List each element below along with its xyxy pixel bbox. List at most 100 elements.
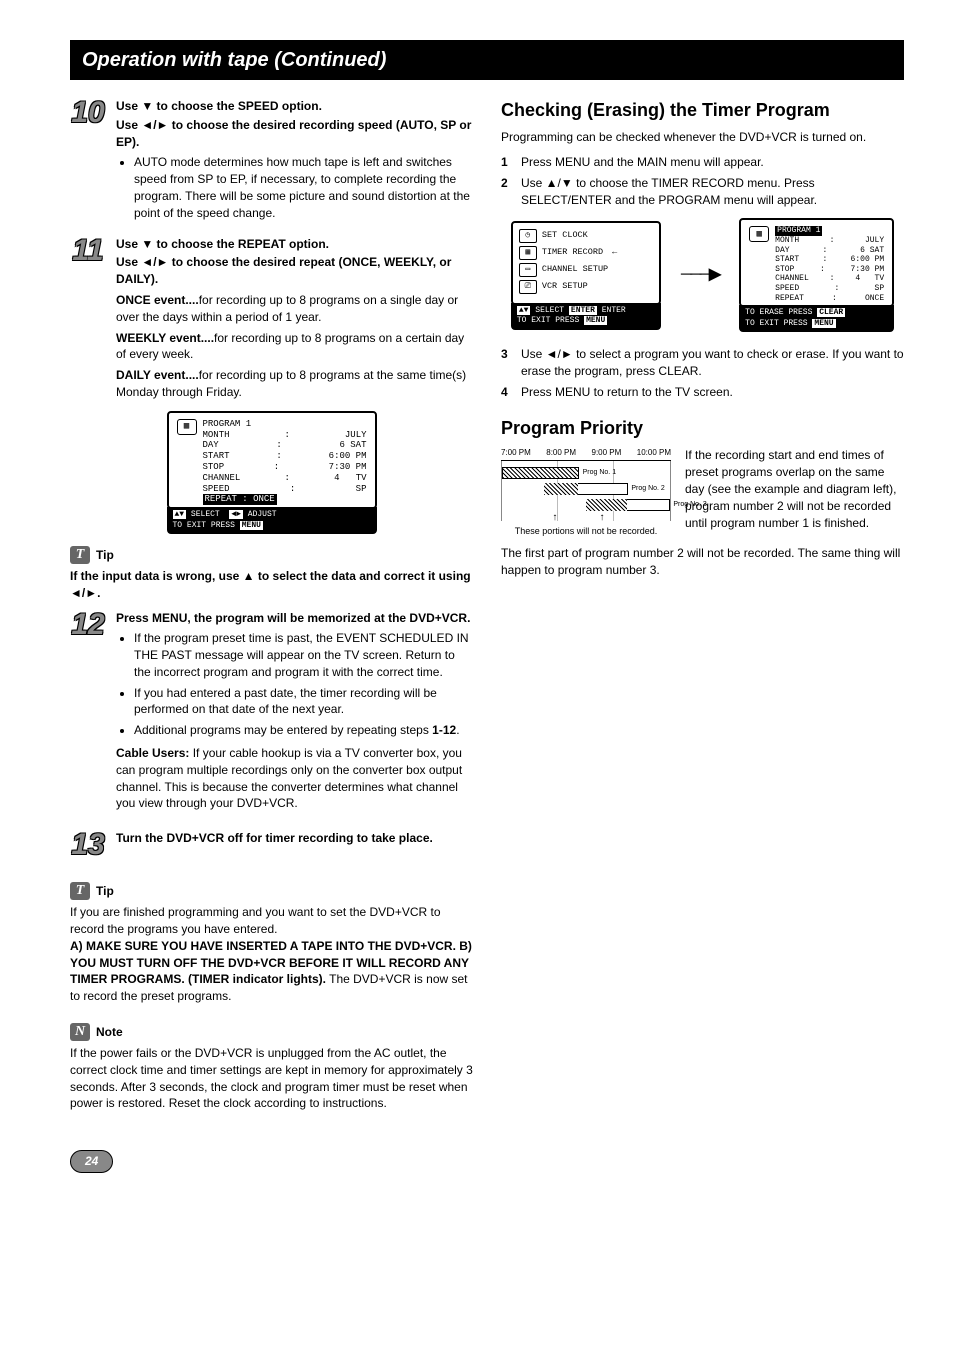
menu-item: ▭CHANNEL SETUP	[519, 263, 653, 277]
osd-pair: ◷SET CLOCK ▦TIMER RECORD← ▭CHANNEL SETUP…	[501, 218, 904, 332]
daily-event: DAILY event....for recording up to 8 pro…	[116, 367, 473, 401]
content-columns: 10 Use ▼ to choose the SPEED option. Use…	[70, 98, 904, 1173]
osd-row: CHANNEL:4 TV	[203, 473, 367, 484]
menu-item: ⎚VCR SETUP	[519, 280, 653, 294]
osd-footer: ▲▼ SELECT ◄► ADJUST TO EXIT PRESS MENU	[167, 507, 377, 534]
prog-bar-2	[544, 483, 628, 495]
step-heading: Use ▼ to choose the SPEED option.	[116, 98, 473, 115]
numbered-list: 3Use ◄/► to select a program you want to…	[501, 346, 904, 400]
tip-paragraph: If you are finished programming and you …	[70, 904, 473, 1005]
list-item: 2Use ▲/▼ to choose the TIMER RECORD menu…	[501, 175, 904, 209]
arrow-up-icon: ↑	[552, 511, 557, 525]
step-heading: Use ▼ to choose the REPEAT option.	[116, 236, 473, 253]
step-13: 13 Turn the DVD+VCR off for timer record…	[70, 830, 473, 860]
osd-row: START:6:00 PM	[775, 255, 884, 265]
step-heading: Use ◄/► to choose the desired recording …	[116, 117, 473, 151]
bullet-list: AUTO mode determines how much tape is le…	[116, 154, 473, 221]
clock-icon: ◷	[519, 229, 537, 243]
step-heading: Turn the DVD+VCR off for timer recording…	[116, 830, 473, 847]
numbered-list: 1Press MENU and the MAIN menu will appea…	[501, 154, 904, 208]
timer-icon: ▦	[519, 246, 537, 260]
step-heading: Press MENU, the program will be memorize…	[116, 610, 473, 627]
channel-icon: ▭	[519, 263, 537, 277]
tip-heading: T Tip	[70, 882, 473, 900]
step-body: Use ▼ to choose the SPEED option. Use ◄/…	[116, 98, 473, 226]
bar-label: Prog No. 2	[631, 484, 664, 494]
left-column: 10 Use ▼ to choose the SPEED option. Use…	[70, 98, 473, 1173]
step-body: Turn the DVD+VCR off for timer recording…	[116, 830, 473, 860]
osd-row: STOP:7:30 PM	[203, 462, 367, 473]
timeline: 7:00 PM 8:00 PM 9:00 PM 10:00 PM	[501, 447, 671, 460]
step-number: 12	[70, 610, 106, 821]
note-icon: N	[70, 1023, 90, 1041]
arrow-icon: ───▶	[681, 264, 719, 286]
page-number: 24	[70, 1150, 113, 1173]
vcr-icon: ⎚	[519, 280, 537, 294]
program-priority-block: 7:00 PM 8:00 PM 9:00 PM 10:00 PM Prog No…	[501, 447, 904, 537]
osd-title: PROGRAM 1	[775, 226, 884, 236]
tip-label: Tip	[96, 883, 114, 900]
page-title: Operation with tape (Continued)	[70, 40, 904, 80]
osd-program-screen: ▦ PROGRAM 1 MONTH:JULY DAY:6 SAT START:6…	[739, 218, 894, 332]
once-event: ONCE event....for recording up to 8 prog…	[116, 292, 473, 326]
tip-label: Tip	[96, 547, 114, 564]
priority-diagram: 7:00 PM 8:00 PM 9:00 PM 10:00 PM Prog No…	[501, 447, 671, 537]
note-label: Note	[96, 1024, 123, 1041]
step-10: 10 Use ▼ to choose the SPEED option. Use…	[70, 98, 473, 226]
menu-item: ◷SET CLOCK	[519, 229, 653, 243]
osd-row: REPEAT:ONCE	[775, 294, 884, 304]
bar-label: Prog No. 1	[583, 468, 616, 478]
tip-heading: T Tip	[70, 546, 473, 564]
list-item: Additional programs may be entered by re…	[134, 722, 473, 739]
tip-text: If the input data is wrong, use ▲ to sel…	[70, 568, 473, 602]
section-heading: Checking (Erasing) the Timer Program	[501, 98, 904, 123]
osd-main-menu: ◷SET CLOCK ▦TIMER RECORD← ▭CHANNEL SETUP…	[511, 221, 661, 330]
osd-footer: ▲▼ SELECT ENTER ENTER TO EXIT PRESS MENU	[511, 303, 661, 330]
paragraph: Programming can be checked whenever the …	[501, 129, 904, 146]
osd-row: DAY:6 SAT	[203, 440, 367, 451]
arrow-up-icon: ↑	[599, 511, 604, 525]
bullet-list: If the program preset time is past, the …	[116, 630, 473, 739]
osd-row: START:6:00 PM	[203, 451, 367, 462]
list-item: 4Press MENU to return to the TV screen.	[501, 384, 904, 401]
osd-title: PROGRAM 1	[203, 419, 367, 430]
osd-icon: ▦	[749, 226, 769, 242]
note-text: If the power fails or the DVD+VCR is unp…	[70, 1045, 473, 1112]
cable-users: Cable Users: If your cable hookup is via…	[116, 745, 473, 812]
step-body: Press MENU, the program will be memorize…	[116, 610, 473, 821]
osd-row: SPEED:SP	[203, 484, 367, 495]
list-item: If the program preset time is past, the …	[134, 630, 473, 680]
list-item: If you had entered a past date, the time…	[134, 685, 473, 719]
list-item: AUTO mode determines how much tape is le…	[134, 154, 473, 221]
step-body: Use ▼ to choose the REPEAT option. Use ◄…	[116, 236, 473, 401]
tip-icon: T	[70, 546, 90, 564]
osd-repeat-row: REPEAT : ONCE	[203, 494, 367, 505]
step-number: 13	[70, 830, 106, 860]
tip-icon: T	[70, 882, 90, 900]
prog-bar-1	[502, 467, 579, 479]
priority-text: If the recording start and end times of …	[685, 447, 904, 537]
diagram-caption: These portions will not be recorded.	[501, 525, 671, 538]
note-heading: N Note	[70, 1023, 473, 1041]
osd-program-screen: ▦ PROGRAM 1 MONTH:JULY DAY:6 SAT START:6…	[167, 411, 377, 534]
bar-label: Prog No. 3	[673, 500, 706, 510]
osd-row: SPEED:SP	[775, 284, 884, 294]
step-number: 11	[70, 236, 106, 401]
right-column: Checking (Erasing) the Timer Program Pro…	[501, 98, 904, 1173]
list-item: 3Use ◄/► to select a program you want to…	[501, 346, 904, 380]
osd-row: CHANNEL:4 TV	[775, 274, 884, 284]
list-item: 1Press MENU and the MAIN menu will appea…	[501, 154, 904, 171]
osd-footer: TO ERASE PRESS CLEAR TO EXIT PRESS MENU	[739, 305, 894, 332]
step-12: 12 Press MENU, the program will be memor…	[70, 610, 473, 821]
step-11: 11 Use ▼ to choose the REPEAT option. Us…	[70, 236, 473, 401]
osd-row: MONTH:JULY	[775, 236, 884, 246]
paragraph: The first part of program number 2 will …	[501, 545, 904, 579]
osd-row: STOP:7:30 PM	[775, 265, 884, 275]
weekly-event: WEEKLY event....for recording up to 8 pr…	[116, 330, 473, 364]
section-heading: Program Priority	[501, 416, 904, 441]
osd-icon: ▦	[177, 419, 197, 435]
step-heading: Use ◄/► to choose the desired repeat (ON…	[116, 254, 473, 288]
step-number: 10	[70, 98, 106, 226]
osd-row: DAY:6 SAT	[775, 246, 884, 256]
prog-bar-3	[586, 499, 670, 511]
